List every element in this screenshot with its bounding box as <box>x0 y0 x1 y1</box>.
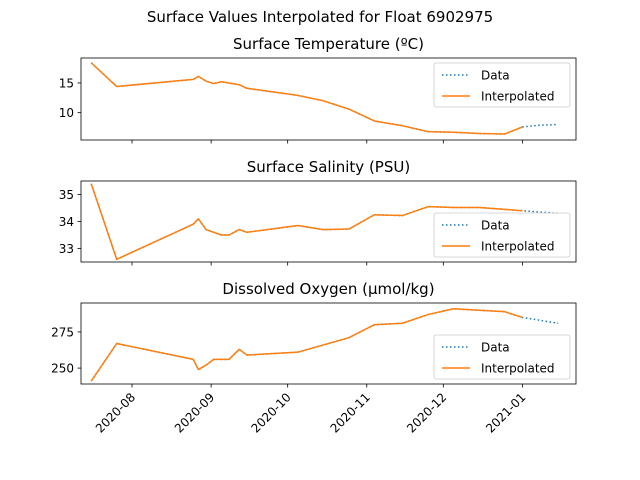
legend: Data Interpolated <box>433 334 571 380</box>
y-tick-label: 10 <box>59 106 74 120</box>
interpolated-line <box>90 183 523 261</box>
x-tick-label: 2020-10 <box>248 390 293 435</box>
interpolated-line <box>90 308 523 382</box>
legend-data-label: Data <box>481 219 510 233</box>
axes-frame <box>80 302 577 385</box>
legend-interpolated-label: Interpolated <box>481 90 555 104</box>
panel-title: Surface Temperature (ºC) <box>233 35 424 53</box>
panel-1: Surface Temperature (ºC) 10 15 Data Interpol… <box>59 35 577 144</box>
panel-title: Dissolved Oxygen (µmol/kg) <box>222 280 434 298</box>
interpolated-line <box>90 62 523 135</box>
legend-data-label: Data <box>481 341 510 355</box>
x-tick-label: 2020-11 <box>328 390 373 435</box>
y-tick-label: 275 <box>51 325 74 339</box>
legend-interpolated-label: Interpolated <box>481 240 555 254</box>
panel-title: Surface Salinity (PSU) <box>247 158 410 176</box>
x-tick-label: 2021-01 <box>483 390 528 435</box>
x-tick-label: 2020-09 <box>172 390 217 435</box>
figure-title: Surface Values Interpolated for Float 69… <box>147 8 493 26</box>
panel-2: Surface Salinity (PSU) 33 34 35 Data Interpol… <box>59 158 577 266</box>
series-group <box>90 62 559 135</box>
series-group <box>90 183 559 261</box>
y-tick-label: 34 <box>59 215 74 229</box>
legend-interpolated-label: Interpolated <box>481 362 555 376</box>
axes-frame <box>80 57 577 141</box>
legend: Data Interpolated <box>433 62 571 108</box>
panel-3: Dissolved Oxygen (µmol/kg) 250 275 2020-08 2… <box>51 280 577 436</box>
series-group <box>90 308 559 382</box>
y-tick-label: 250 <box>51 362 74 376</box>
x-tick-label: 2020-12 <box>404 390 449 435</box>
legend-data-label: Data <box>481 69 510 83</box>
y-tick-label: 15 <box>59 76 74 90</box>
x-tick-label: 2020-08 <box>93 390 138 435</box>
legend: Data Interpolated <box>433 212 571 258</box>
y-tick-label: 35 <box>59 188 74 202</box>
y-tick-label: 33 <box>59 242 74 256</box>
panels: Surface Temperature (ºC) 10 15 Data Interpol… <box>51 35 577 436</box>
